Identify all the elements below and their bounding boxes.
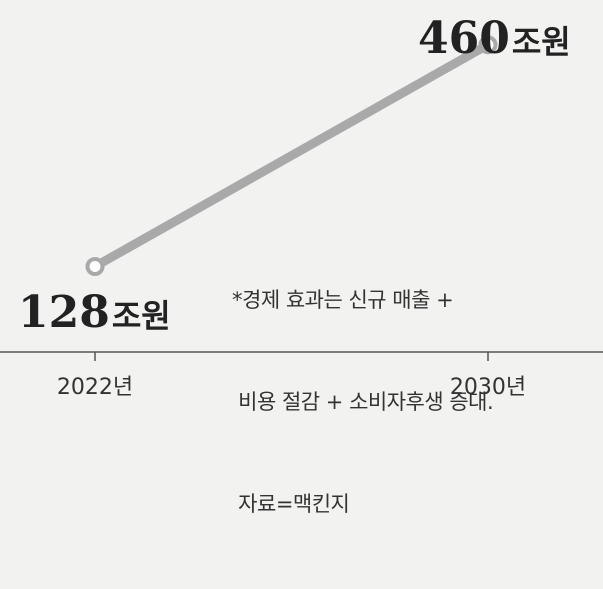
x-tick-label-0: 2022년 [57, 375, 133, 400]
footnote-line-2: 비용 절감 + 소비자후생 증대. [232, 390, 494, 414]
data-label-0: 128조원 [18, 287, 171, 338]
data-point-0 [85, 256, 105, 276]
data-label-value-0: 128 [18, 287, 110, 338]
data-label-1: 460조원 [418, 13, 571, 64]
footnote-line-3: 자료=맥킨지 [232, 492, 350, 516]
data-point-1 [478, 35, 498, 55]
data-label-value-1: 460 [418, 13, 510, 64]
data-label-unit-1: 조원 [512, 23, 571, 61]
chart-container: 2022년 2030년 128조원 460조원 *경제 효과는 신규 매출 + 비용… [0, 13, 603, 516]
data-label-unit-0: 조원 [112, 297, 171, 335]
series-line [90, 40, 493, 271]
footnote-line-1: *경제 효과는 신규 매출 + [232, 288, 454, 312]
footnote: *경제 효과는 신규 매출 + 비용 절감 + 소비자후생 증대. 자료=맥킨지 [232, 215, 494, 589]
x-tick-label-1: 2030년 [450, 375, 526, 400]
